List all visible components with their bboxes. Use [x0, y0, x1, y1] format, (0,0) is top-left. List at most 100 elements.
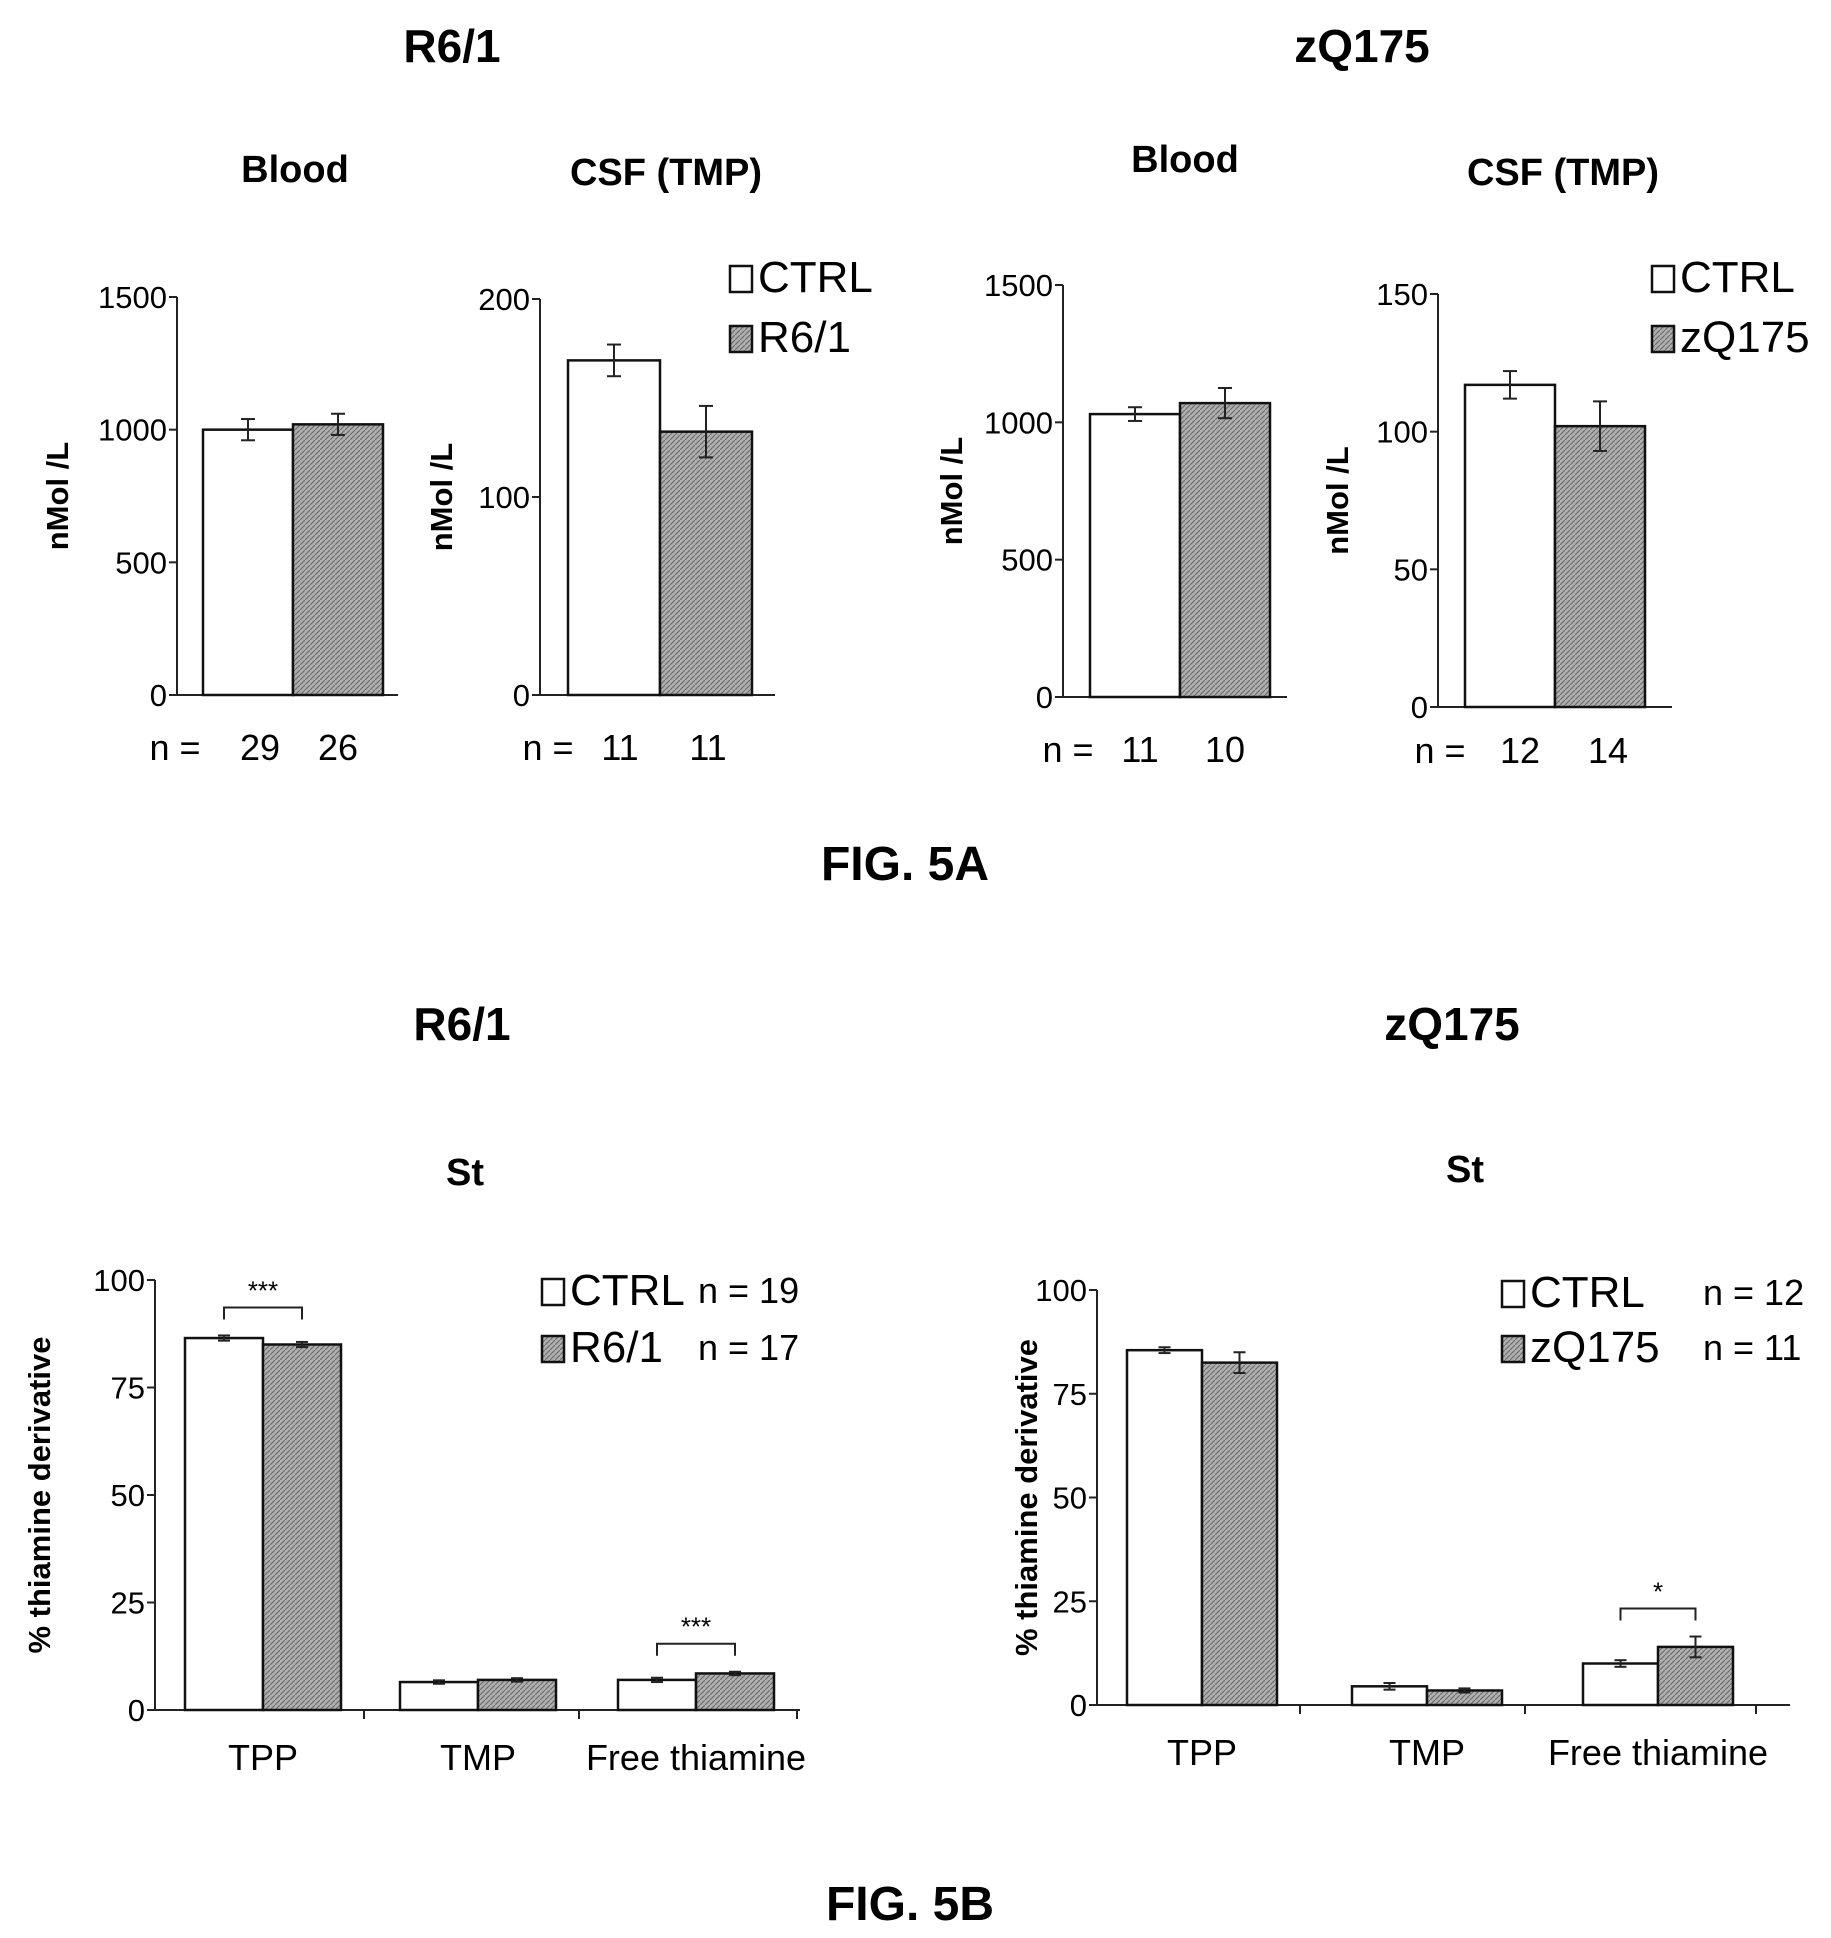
figure-label-5b: FIG. 5B [826, 1878, 994, 1931]
heading-a-right: zQ175 [1294, 20, 1430, 72]
b1-significance-bracket-0 [223, 1306, 303, 1320]
b1-ytick-label-1: 25 [111, 1586, 145, 1621]
b2-bar-0-1 [1200, 1361, 1279, 1707]
b1-bar-2-0 [616, 1678, 698, 1712]
figure-label-5a: FIG. 5A [821, 838, 989, 891]
a1-bar-1 [291, 423, 385, 697]
b2-title: St [1446, 1149, 1484, 1191]
b1-legend-swatch-0 [540, 1277, 566, 1307]
a2-ytick-label-2: 200 [478, 282, 530, 317]
b1-bar-1-1 [476, 1678, 558, 1712]
b1-category-label-1: TMP [440, 1737, 516, 1778]
a1-y-axis-label: nMol /L [40, 442, 75, 550]
b1-legend-swatch-1 [540, 1334, 566, 1364]
b1-ytick-label-2: 50 [111, 1478, 145, 1513]
a1-n-count-1: 26 [318, 727, 358, 768]
b1-bar-2-1 [694, 1672, 776, 1712]
a2-n-count-0: 11 [601, 727, 638, 768]
a3-ytick-label-1: 500 [1001, 543, 1053, 578]
a4-ytick-label-0: 0 [1411, 690, 1428, 725]
a2-bar-0 [566, 359, 662, 697]
b2-legend-n-0: n = 12 [1703, 1272, 1804, 1313]
b2-legend-swatch-1 [1500, 1334, 1526, 1364]
b2-ytick-label-3: 75 [1053, 1377, 1087, 1412]
a4-n-count-1: 14 [1588, 730, 1628, 771]
b1-significance-label-1: *** [681, 1612, 711, 1642]
a1-bar-0 [201, 428, 295, 697]
b1-significance-label-0: *** [248, 1275, 278, 1305]
a2-title: CSF (TMP) [570, 152, 762, 194]
b1-bar-0-1 [261, 1343, 343, 1712]
b2-ytick-label-0: 0 [1070, 1688, 1087, 1723]
a4-bar-0 [1463, 383, 1557, 709]
b1-legend-n-1: n = 17 [698, 1327, 799, 1368]
a4-title: CSF (TMP) [1467, 152, 1659, 194]
a4-ytick-label-2: 100 [1376, 415, 1428, 450]
a3-n-count-0: 11 [1121, 729, 1158, 770]
b2-significance-bracket-0 [1619, 1607, 1697, 1621]
a3-bar-1 [1178, 401, 1272, 699]
a2-legend-swatch-1 [728, 324, 754, 354]
a2-ytick-label-0: 0 [513, 678, 530, 713]
a1-ytick-label-1: 500 [115, 545, 167, 580]
a4-y-axis-label: nMol /L [1320, 446, 1355, 554]
b2-legend-swatch-0 [1500, 1279, 1526, 1309]
a2-ytick-label-1: 100 [478, 480, 530, 515]
b2-legend-n-1: n = 11 [1703, 1327, 1801, 1368]
a1-ytick-label-2: 1000 [98, 413, 167, 448]
a3-ytick-label-0: 0 [1036, 680, 1053, 715]
a2-legend-label-1: R6/1 [758, 313, 851, 362]
b1-legend-label-1: R6/1 [570, 1323, 663, 1372]
b2-legend-label-1: zQ175 [1530, 1323, 1660, 1372]
b1-bar-1-0 [398, 1680, 480, 1712]
a2-legend-label-0: CTRL [758, 253, 873, 302]
a3-n-count-1: 10 [1205, 729, 1245, 770]
b1-ytick-label-0: 0 [128, 1693, 145, 1728]
a2-n-prefix: n = [522, 727, 573, 768]
a4-ytick-label-1: 50 [1394, 552, 1428, 587]
b2-ytick-label-2: 50 [1053, 1481, 1087, 1516]
b2-ytick-label-1: 25 [1053, 1584, 1087, 1619]
heading-a-left: R6/1 [403, 20, 500, 72]
b1-title: St [446, 1152, 484, 1194]
a3-ytick-label-2: 1000 [984, 405, 1053, 440]
b2-category-label-2: Free thiamine [1548, 1732, 1768, 1773]
a3-ytick-label-3: 1500 [984, 268, 1053, 303]
a2-y-axis-label: nMol /L [424, 443, 459, 551]
a1-title: Blood [241, 149, 349, 191]
b1-y-axis-label: % thiamine derivative [22, 1336, 57, 1653]
a4-legend-label-1: zQ175 [1680, 313, 1810, 362]
a3-y-axis-label: nMol /L [934, 437, 969, 545]
a1-n-count-0: 29 [240, 727, 280, 768]
a1-n-prefix: n = [149, 727, 200, 768]
a2-n-count-1: 11 [689, 727, 726, 768]
heading-b-right: zQ175 [1384, 998, 1520, 1050]
a1-ytick-label-3: 1500 [98, 280, 167, 315]
a4-n-count-0: 12 [1500, 730, 1540, 771]
a1-ytick-label-0: 0 [150, 678, 167, 713]
a4-legend-label-0: CTRL [1680, 253, 1795, 302]
a3-bar-0 [1088, 412, 1182, 699]
b1-ytick-label-3: 75 [111, 1371, 145, 1406]
b1-category-label-2: Free thiamine [586, 1737, 806, 1778]
heading-b-left: R6/1 [413, 998, 510, 1050]
b2-significance-label-0: * [1653, 1577, 1663, 1607]
b2-bar-2-0 [1581, 1662, 1660, 1707]
a2-legend-swatch-0 [728, 264, 754, 294]
b2-y-axis-label: % thiamine derivative [1009, 1339, 1044, 1656]
a3-n-prefix: n = [1042, 729, 1093, 770]
a4-bar-1 [1553, 424, 1647, 709]
b1-ytick-label-4: 100 [93, 1263, 145, 1298]
b1-legend-label-0: CTRL [570, 1266, 685, 1315]
a3-title: Blood [1131, 139, 1239, 181]
a4-ytick-label-3: 150 [1376, 277, 1428, 312]
b2-category-label-1: TMP [1389, 1732, 1465, 1773]
b1-legend-n-0: n = 19 [698, 1270, 799, 1311]
a2-bar-1 [658, 430, 754, 697]
b2-category-label-0: TPP [1167, 1732, 1237, 1773]
b1-bar-0-0 [183, 1336, 265, 1712]
b2-ytick-label-4: 100 [1035, 1273, 1087, 1308]
a4-n-prefix: n = [1414, 730, 1465, 771]
b2-bar-0-0 [1125, 1348, 1204, 1707]
